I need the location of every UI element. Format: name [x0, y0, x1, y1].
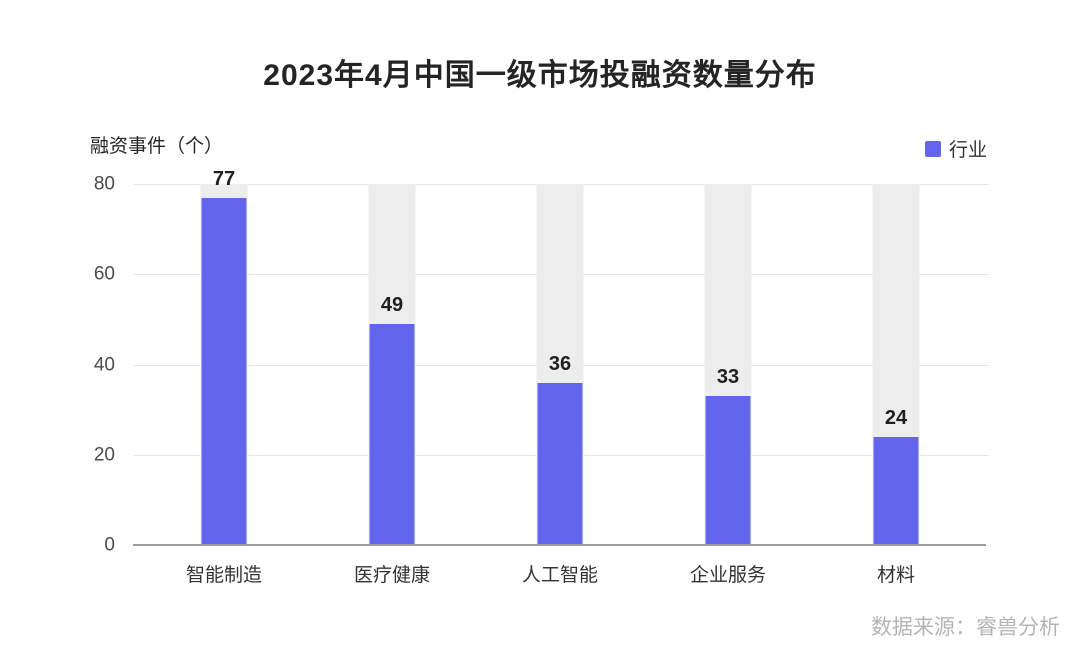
value-label-材料: 24 [884, 406, 908, 429]
category-label-智能制造: 智能制造 [185, 565, 262, 586]
category-label-材料: 材料 [876, 565, 915, 586]
y-tick-label-20: 20 [93, 444, 115, 466]
legend-label: 行业 [948, 140, 987, 161]
bar-slot: 77 智能制造 [140, 169, 308, 586]
category-label-医疗健康: 医疗健康 [353, 565, 430, 586]
value-label-企业服务: 33 [716, 366, 740, 389]
legend-swatch-icon [924, 140, 941, 157]
value-label-人工智能: 36 [548, 352, 572, 375]
bar-医疗健康 [369, 323, 415, 545]
bar-slot: 49 医疗健康 [308, 184, 476, 586]
chart-title: 2023年4月中国一级市场投融资数量分布 [263, 59, 817, 92]
bar-材料 [873, 436, 919, 545]
value-label-智能制造: 77 [212, 167, 236, 190]
category-label-企业服务: 企业服务 [689, 565, 766, 586]
y-tick-label-0: 0 [104, 534, 115, 556]
bar-slot: 24 材料 [812, 184, 980, 586]
bar-智能制造 [201, 197, 247, 545]
bar-企业服务 [705, 396, 751, 545]
value-label-医疗健康: 49 [380, 293, 404, 316]
data-source: 数据来源：睿兽分析 [871, 616, 1060, 639]
bar-slot: 36 人工智能 [476, 184, 644, 586]
category-label-人工智能: 人工智能 [521, 565, 598, 586]
y-tick-label-80: 80 [93, 173, 115, 195]
bar-slot: 33 企业服务 [644, 184, 812, 586]
x-axis-line [133, 544, 986, 546]
y-tick-label-60: 60 [93, 263, 115, 285]
plot-area: 0 20 40 60 80 77 智能制造 49 医疗健康 36 人工智能 33 企业服务 24 材料 [94, 169, 989, 586]
y-tick-label-40: 40 [93, 354, 115, 375]
bar-人工智能 [537, 382, 583, 545]
y-axis-unit-label: 融资事件（个） [90, 136, 224, 157]
legend-item-industry[interactable]: 行业 [924, 135, 987, 162]
